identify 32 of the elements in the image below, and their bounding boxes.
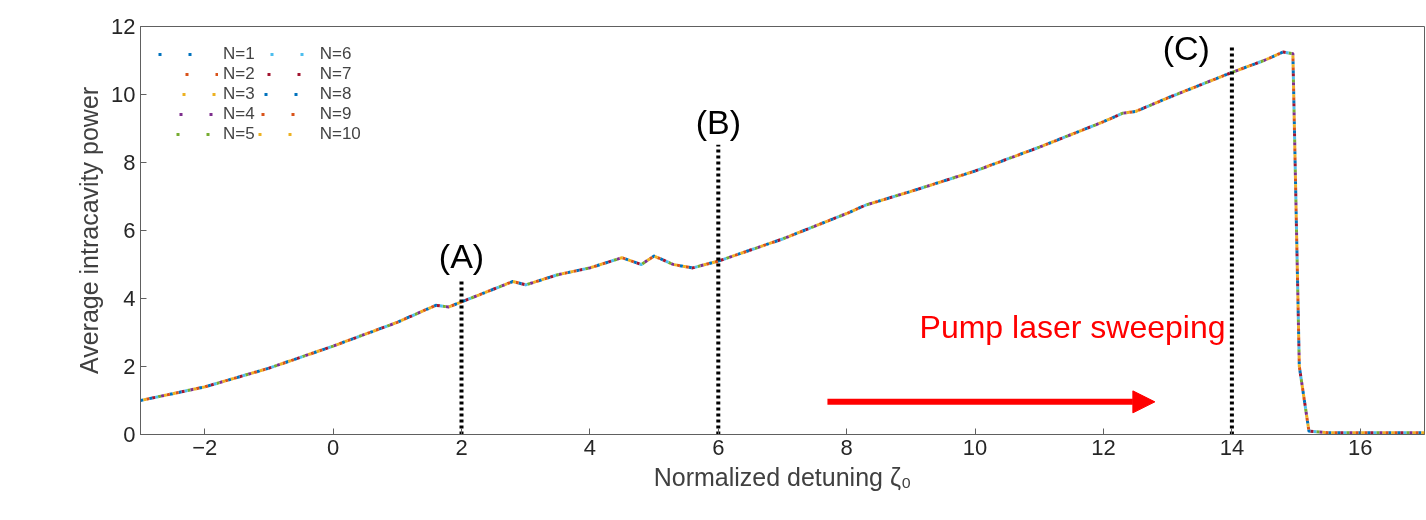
y-tick-label: 10 bbox=[111, 82, 136, 107]
ref-line-label: (B) bbox=[695, 102, 741, 141]
x-tick-label: 12 bbox=[1091, 434, 1116, 460]
x-tick-label: 14 bbox=[1219, 434, 1245, 460]
legend-label: N=2 bbox=[223, 64, 255, 84]
legend-label: N=10 bbox=[319, 124, 361, 144]
legend-label: N=6 bbox=[319, 44, 352, 64]
y-tick-label: 12 bbox=[111, 14, 136, 39]
y-axis-title: Average intracavity power bbox=[75, 86, 104, 375]
y-tick-label: 2 bbox=[123, 354, 136, 379]
legend-label: N=8 bbox=[319, 84, 352, 104]
legend-label: N=9 bbox=[319, 104, 352, 124]
x-tick-label: 10 bbox=[962, 434, 988, 460]
legend-label: N=5 bbox=[223, 124, 255, 144]
annotation: Pump laser sweeping bbox=[919, 308, 1226, 345]
y-tick-label: 6 bbox=[123, 218, 136, 243]
x-tick-label: 0 bbox=[326, 434, 340, 460]
x-tick-label: 6 bbox=[712, 434, 725, 460]
y-tick-label: 8 bbox=[123, 150, 136, 175]
ref-line-label: (C) bbox=[1162, 28, 1210, 67]
legend-label: N=7 bbox=[319, 64, 352, 84]
legend-label: N=1 bbox=[223, 44, 255, 64]
y-tick-label: 4 bbox=[123, 286, 136, 311]
x-tick-label: 8 bbox=[840, 434, 853, 460]
ref-line-label: (A) bbox=[438, 237, 485, 276]
x-tick-label: 4 bbox=[583, 434, 597, 460]
x-axis-title: Normalized detuning ζ₀ bbox=[653, 462, 912, 491]
legend-label: N=4 bbox=[223, 104, 255, 124]
x-tick-label: 2 bbox=[455, 434, 468, 460]
x-tick-label: −2 bbox=[192, 434, 218, 460]
x-tick-label: 16 bbox=[1348, 434, 1373, 460]
legend-label: N=3 bbox=[223, 84, 255, 104]
